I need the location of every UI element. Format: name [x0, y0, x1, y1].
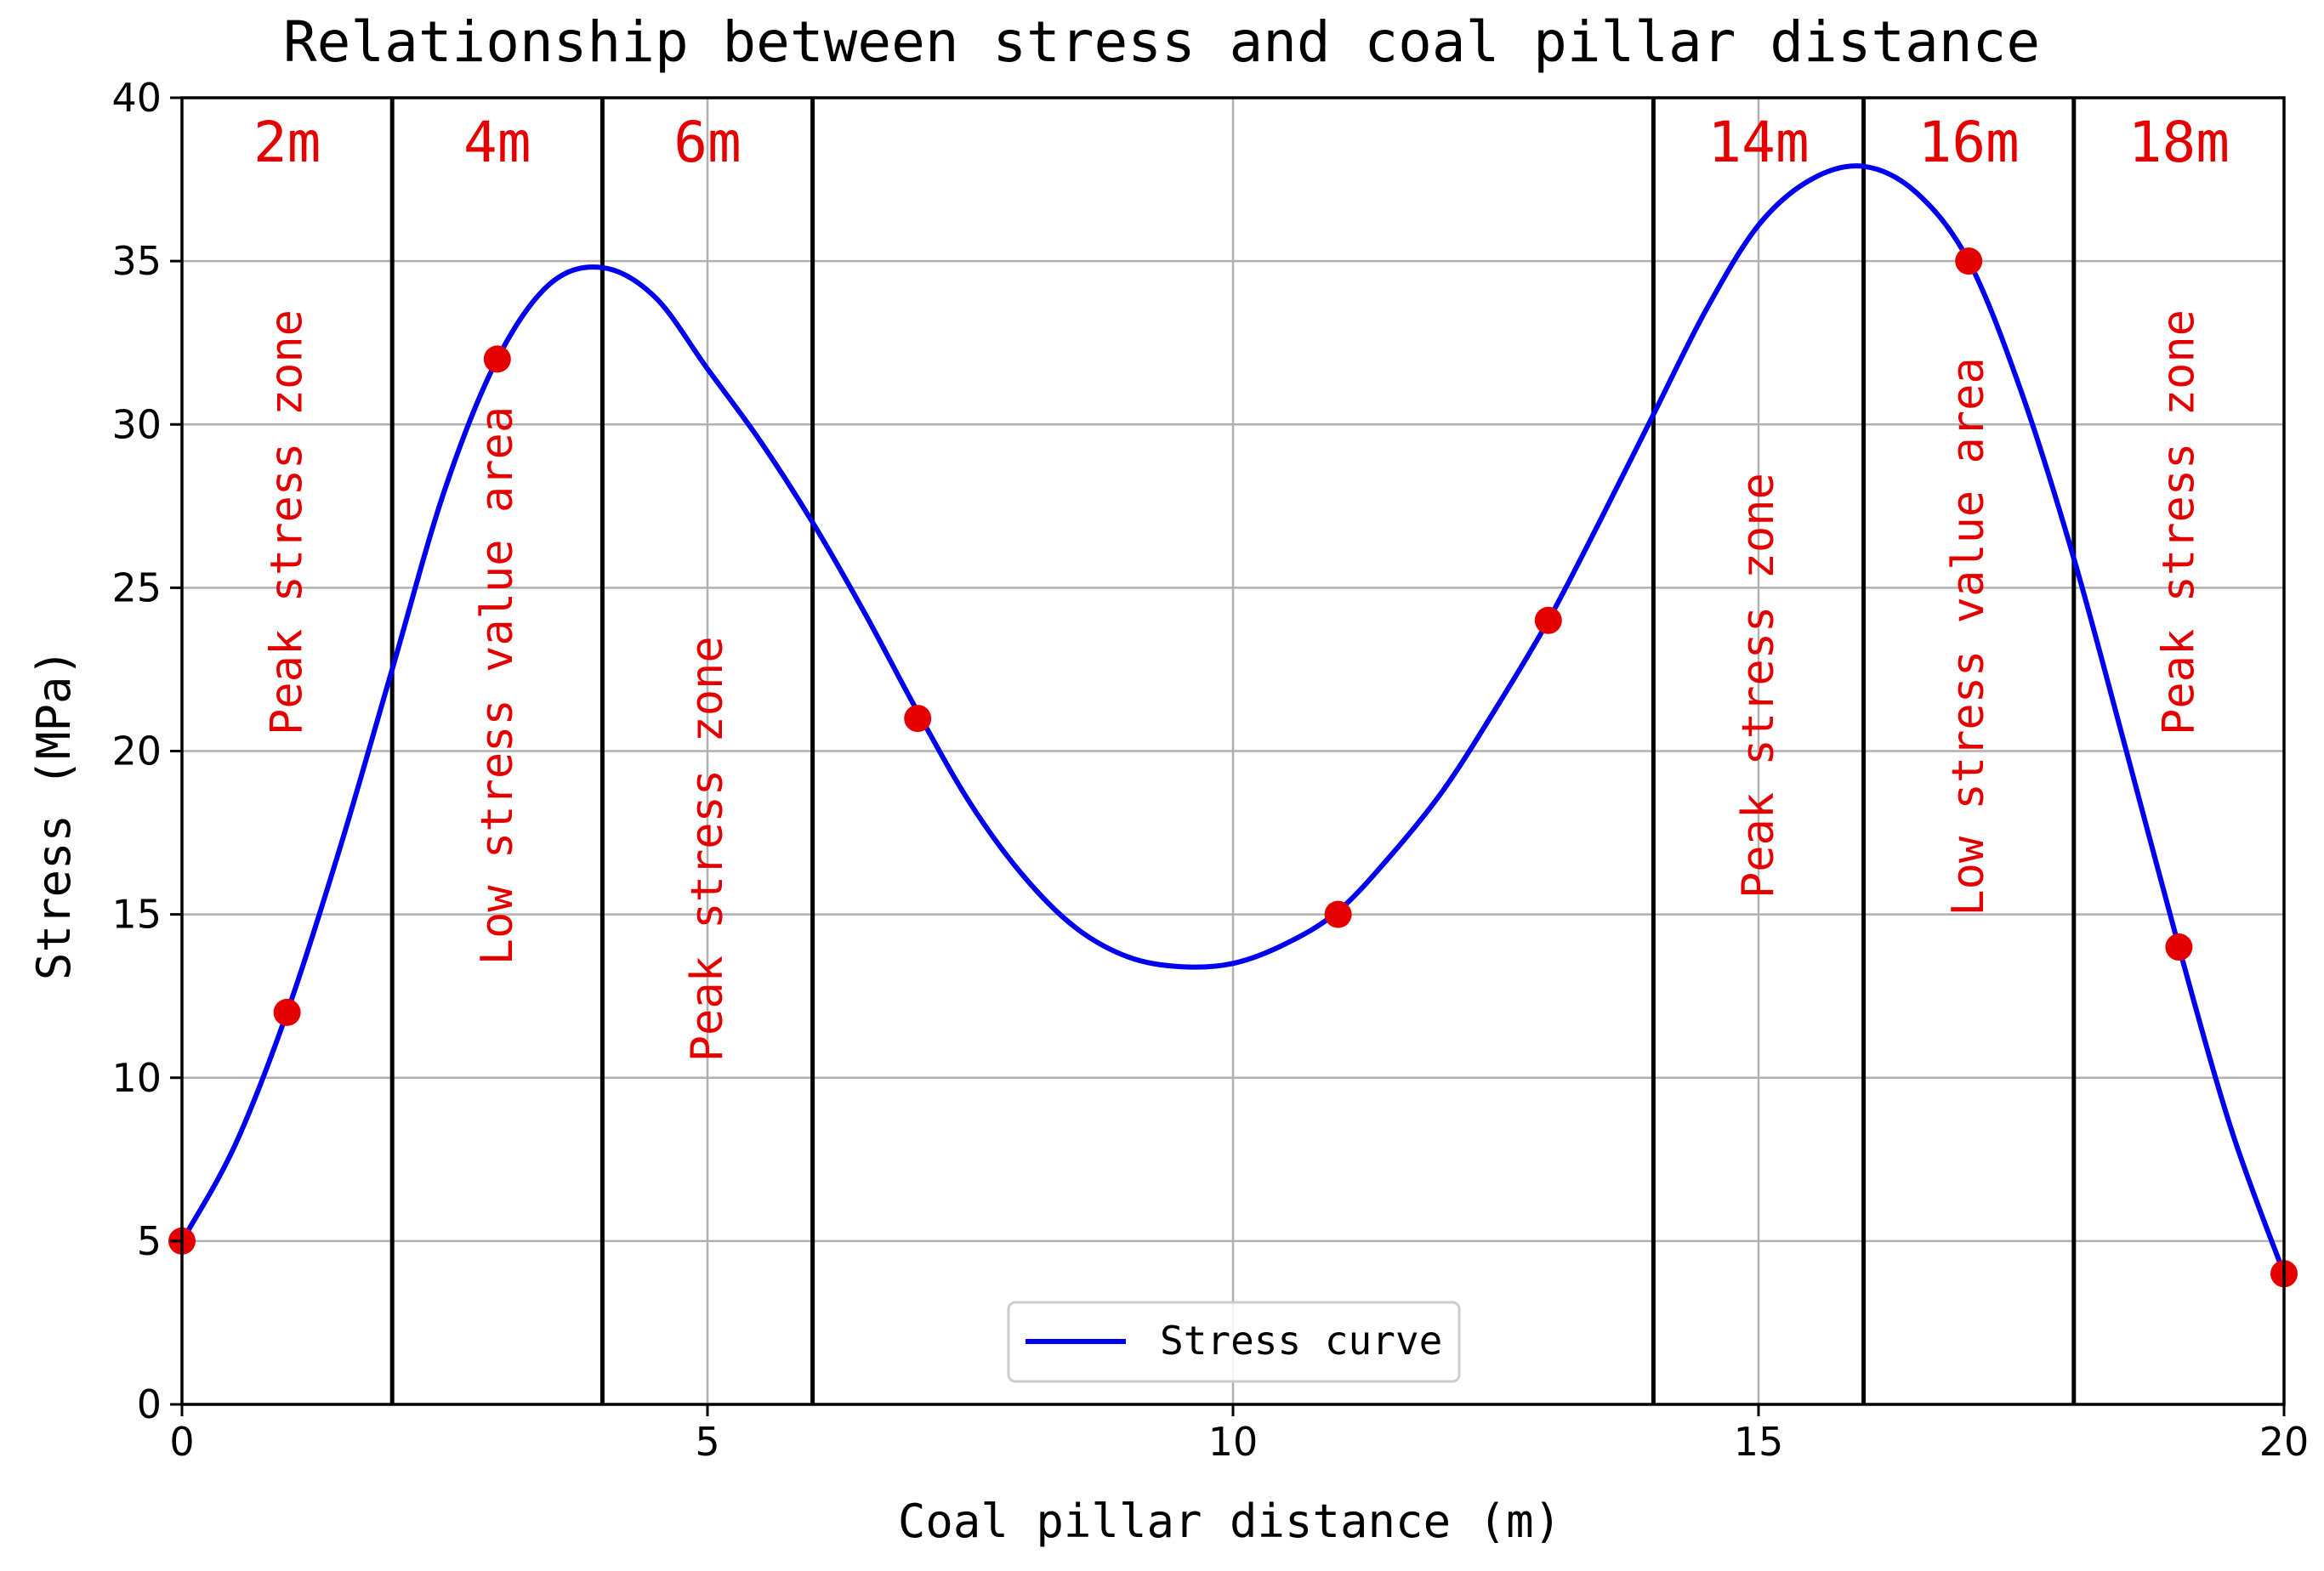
y-tick-label: 5: [137, 1218, 162, 1264]
y-tick-label: 25: [111, 564, 162, 610]
zone-label: Low stress value area: [1943, 357, 1994, 916]
zone-width-label: 14m: [1707, 110, 1809, 175]
zone-width-label: 18m: [2128, 110, 2230, 175]
data-point: [1534, 606, 1562, 634]
chart-title: Relationship between stress and coal pil…: [283, 9, 2040, 75]
x-tick-label: 15: [1734, 1419, 1784, 1465]
x-axis-label: Coal pillar distance (m): [898, 1494, 1561, 1548]
y-tick-label: 10: [111, 1055, 162, 1101]
series-lines: [179, 163, 2287, 1275]
zone-boundaries: [389, 98, 2077, 1404]
data-point: [483, 345, 511, 373]
data-points: [168, 247, 2298, 1288]
zone-label: Peak stress zone: [1733, 473, 1784, 899]
stress-curve-line: [179, 163, 2287, 1275]
x-tick-label: 20: [2259, 1419, 2310, 1465]
data-point: [1324, 900, 1352, 928]
data-point: [1955, 247, 1983, 275]
zone-label: Peak stress zone: [682, 636, 733, 1062]
legend-box: [1007, 1301, 1461, 1383]
zone-width-label: 6m: [673, 110, 741, 175]
data-point: [273, 998, 301, 1026]
y-tick-label: 35: [111, 238, 162, 284]
x-tick-label: 0: [169, 1419, 194, 1465]
y-tick-label: 15: [111, 892, 162, 938]
legend-label: Stress curve: [1160, 1318, 1442, 1364]
zone-width-label: 4m: [463, 110, 531, 175]
y-tick-label: 30: [111, 401, 162, 447]
y-tick-label: 20: [111, 729, 162, 774]
zone-label: Peak stress zone: [2153, 309, 2204, 735]
x-tick-label: 5: [695, 1419, 719, 1465]
data-point: [904, 705, 932, 733]
zone-annotations: 2m 4m 6m 14m 16m 18m Peak stress zone Low stres…: [253, 110, 2230, 1062]
y-axis-label: Stress (MPa): [27, 649, 81, 980]
axes: 0 5 10 15 20 0 5 10 15 20 25 30 35 40: [111, 75, 2309, 1465]
zone-width-label: 2m: [253, 110, 321, 175]
x-tick-label: 10: [1208, 1419, 1259, 1465]
zone-label: Low stress value area: [472, 406, 523, 965]
zone-width-label: 16m: [1918, 110, 2020, 175]
y-tick-label: 40: [111, 75, 162, 121]
zone-label: Peak stress zone: [262, 309, 313, 735]
data-point: [2165, 933, 2193, 961]
y-tick-label: 0: [137, 1381, 162, 1427]
legend: Stress curve: [1007, 1301, 1461, 1383]
